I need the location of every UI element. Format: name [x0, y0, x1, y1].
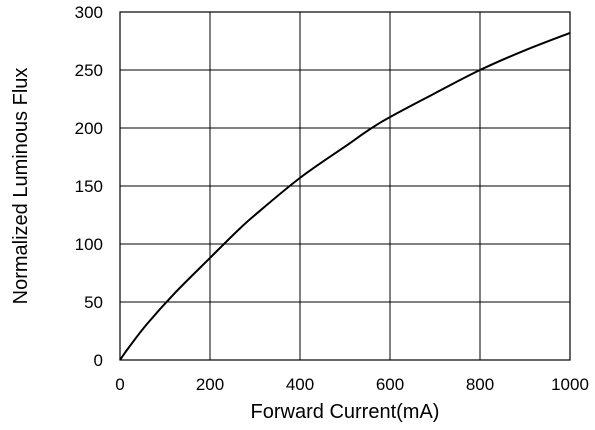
x-tick-label: 0: [115, 375, 124, 394]
series-line: [119, 31, 571, 361]
x-tick-label: 1000: [551, 375, 589, 394]
x-tick-label: 800: [466, 375, 494, 394]
y-tick-label: 250: [75, 61, 103, 80]
x-tick-label: 400: [286, 375, 314, 394]
y-tick-label: 50: [84, 293, 103, 312]
y-axis-ticks: 0 50 100 150 200 250 300: [75, 3, 103, 370]
x-axis-ticks: 0 200 400 600 800 1000: [115, 375, 589, 394]
x-tick-label: 200: [196, 375, 224, 394]
y-axis-title: Normalized Luminous Flux: [10, 68, 32, 305]
series-layer: [119, 31, 571, 361]
x-axis-title: Forward Current(mA): [251, 401, 440, 423]
y-tick-label: 150: [75, 177, 103, 196]
y-tick-label: 300: [75, 3, 103, 22]
y-tick-label: 100: [75, 235, 103, 254]
grid: [119, 11, 571, 361]
y-tick-label: 200: [75, 119, 103, 138]
plot-frame: [119, 11, 571, 361]
x-tick-label: 600: [376, 375, 404, 394]
y-tick-label: 0: [94, 351, 103, 370]
